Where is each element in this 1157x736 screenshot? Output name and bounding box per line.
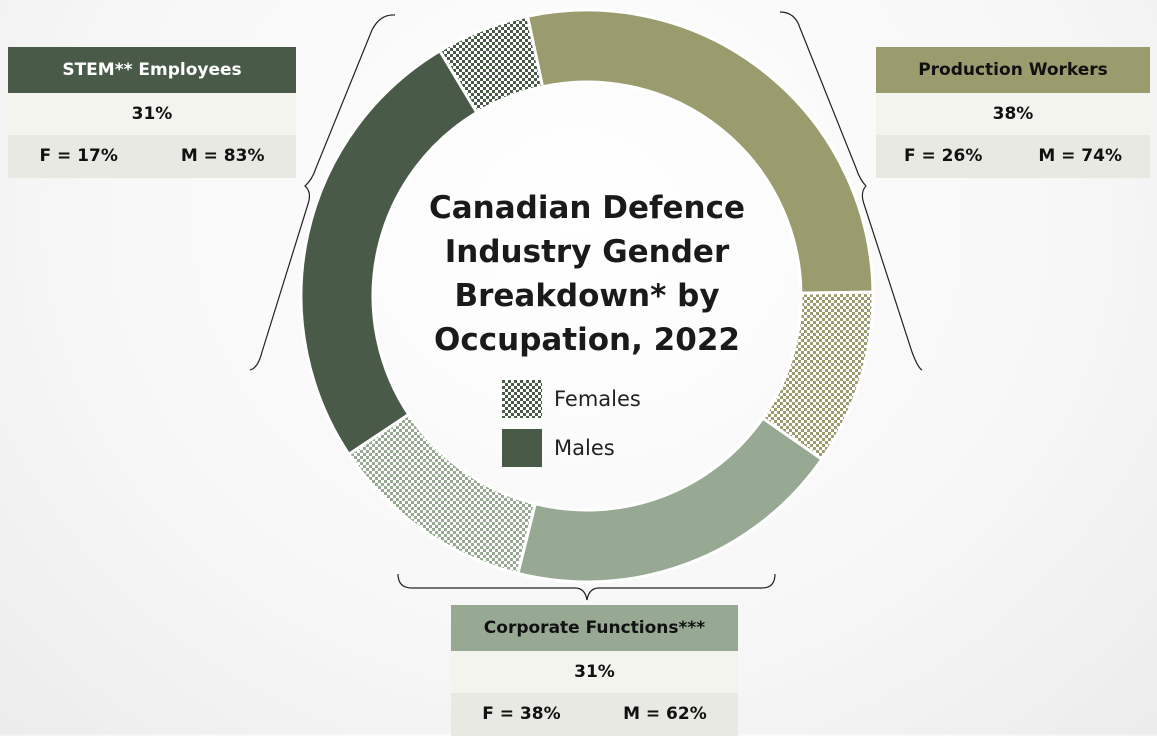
callout-share: 31% xyxy=(8,93,296,135)
male-label: M = 83% xyxy=(180,146,265,166)
callout: Corporate Functions*** 31% F = 38% M = 62% xyxy=(451,605,738,736)
segment-females xyxy=(437,14,545,115)
callout-header: STEM** Employees xyxy=(8,47,296,93)
legend-item: Females xyxy=(502,380,641,418)
callout: STEM** Employees 31% F = 17% M = 83% xyxy=(8,47,296,178)
callout: Production Workers 38% F = 26% M = 74% xyxy=(876,47,1150,178)
legend-item: Males xyxy=(502,429,615,467)
female-label: F = 38% xyxy=(482,704,561,724)
donut xyxy=(299,8,875,584)
legend-swatch xyxy=(502,429,542,467)
bracket-corporate xyxy=(397,573,776,601)
callout-split: F = 17% M = 83% xyxy=(8,135,296,178)
callout-header: Corporate Functions*** xyxy=(451,605,738,651)
female-label: F = 17% xyxy=(39,146,118,166)
bracket-production xyxy=(779,11,923,371)
brackets xyxy=(249,11,923,601)
female-label: F = 26% xyxy=(903,146,983,166)
callout-share: 38% xyxy=(876,93,1150,135)
callout-header: Production Workers xyxy=(876,47,1150,93)
chart-title: Canadian Defence Industry Gender Breakdo… xyxy=(429,190,745,358)
legend-label: Males xyxy=(554,436,615,460)
legend-swatch xyxy=(502,380,542,418)
male-label: M = 74% xyxy=(1038,146,1123,166)
callout-share: 31% xyxy=(451,651,738,693)
callout-split: F = 26% M = 74% xyxy=(876,135,1150,178)
male-label: M = 62% xyxy=(623,704,707,724)
legend-label: Females xyxy=(554,387,641,411)
bracket-stem xyxy=(249,14,396,371)
callout-split: F = 38% M = 62% xyxy=(451,693,738,736)
